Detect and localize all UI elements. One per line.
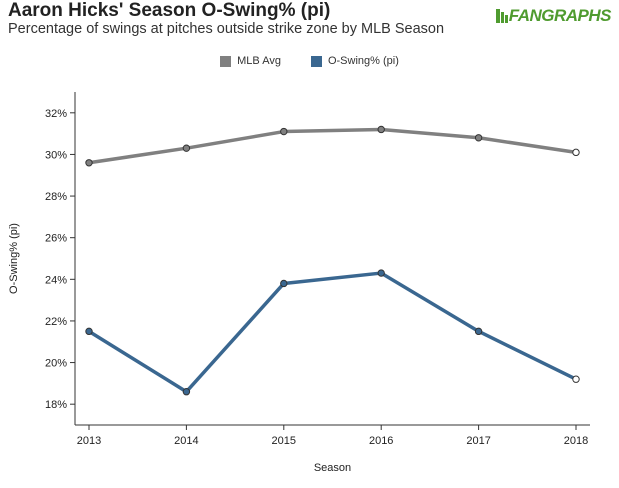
data-point — [572, 375, 580, 383]
data-point — [377, 125, 385, 134]
data-point — [85, 159, 93, 167]
x-tick-label: 2018 — [564, 435, 588, 447]
series-line-1 — [87, 271, 578, 394]
x-tick-label: 2017 — [466, 435, 490, 447]
data-point — [182, 144, 191, 152]
y-tick-label: 24% — [45, 274, 67, 286]
x-tick-label: 2014 — [174, 435, 198, 447]
legend-swatch-o-swing — [310, 55, 322, 67]
x-tick-label: 2013 — [77, 435, 101, 447]
series-line-0 — [87, 127, 578, 165]
legend-item-mlb-avg[interactable]: MLB Avg — [220, 55, 281, 67]
legend-label-o-swing: O-Swing% (pi) — [327, 55, 399, 67]
y-tick-label: 18% — [45, 399, 67, 411]
legend-label-mlb-avg: MLB Avg — [237, 55, 281, 67]
logo-text: FANGRAPHS — [508, 6, 612, 25]
legend-item-o-swing[interactable]: O-Swing% (pi) — [310, 55, 399, 67]
x-tick-label: 2016 — [369, 435, 393, 447]
data-point — [280, 127, 288, 136]
data-point — [572, 148, 580, 157]
x-axis-label: Season — [314, 462, 351, 474]
logo-icon — [495, 9, 508, 23]
chart-subtitle: Percentage of swings at pitches outside … — [8, 21, 445, 37]
y-tick-label: 30% — [45, 149, 67, 161]
y-tick-label: 22% — [45, 316, 67, 328]
x-tick-label: 2015 — [272, 435, 296, 447]
y-tick-label: 26% — [45, 233, 67, 245]
y-tick-label: 20% — [45, 358, 67, 370]
y-tick-label: 28% — [45, 191, 67, 203]
data-point — [377, 269, 385, 277]
y-axis-label: O-Swing% (pi) — [8, 223, 20, 294]
data-point — [85, 327, 93, 336]
data-point — [280, 279, 288, 288]
fangraphs-logo[interactable]: FANGRAPHS — [495, 4, 612, 28]
data-point — [182, 388, 191, 396]
chart-title: Aaron Hicks' Season O-Swing% (pi) — [8, 0, 331, 21]
legend-swatch-mlb-avg — [220, 55, 232, 67]
data-point — [474, 327, 483, 336]
data-point — [474, 134, 483, 142]
y-tick-label: 32% — [45, 108, 67, 120]
legend: MLB Avg O-Swing% (pi) — [0, 55, 619, 67]
